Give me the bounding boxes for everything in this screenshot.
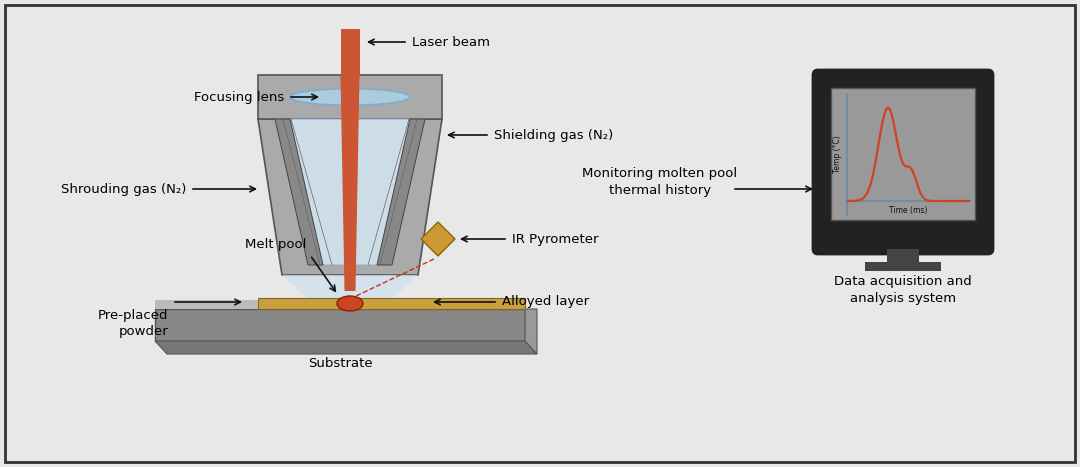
Text: Temp (°C): Temp (°C) <box>833 135 842 173</box>
Polygon shape <box>156 341 537 354</box>
Polygon shape <box>156 300 258 309</box>
Polygon shape <box>340 29 360 75</box>
Polygon shape <box>258 298 525 309</box>
Text: IR Pyrometer: IR Pyrometer <box>512 233 598 246</box>
Polygon shape <box>525 309 537 354</box>
Polygon shape <box>377 119 426 265</box>
Polygon shape <box>865 262 941 271</box>
Text: Monitoring molten pool
thermal history: Monitoring molten pool thermal history <box>582 167 738 197</box>
Ellipse shape <box>337 296 363 311</box>
Text: Data acquisition and
analysis system: Data acquisition and analysis system <box>834 275 972 305</box>
Text: Alloyed layer: Alloyed layer <box>502 296 589 309</box>
Text: Focusing lens: Focusing lens <box>193 91 284 104</box>
Polygon shape <box>258 75 442 119</box>
Polygon shape <box>340 75 360 291</box>
Polygon shape <box>275 119 323 265</box>
Text: Laser beam: Laser beam <box>411 35 490 49</box>
FancyBboxPatch shape <box>813 70 993 254</box>
Text: Substrate: Substrate <box>308 357 373 370</box>
Text: Pre-placed
powder: Pre-placed powder <box>97 309 168 338</box>
FancyBboxPatch shape <box>5 5 1075 462</box>
Polygon shape <box>282 275 418 309</box>
Polygon shape <box>156 309 525 341</box>
Polygon shape <box>275 119 426 265</box>
Ellipse shape <box>291 89 410 106</box>
Polygon shape <box>887 249 919 262</box>
Polygon shape <box>258 119 442 275</box>
Text: Shrouding gas (N₂): Shrouding gas (N₂) <box>60 183 186 196</box>
Text: Melt pool: Melt pool <box>245 238 306 251</box>
Polygon shape <box>421 222 455 256</box>
Text: Shielding gas (N₂): Shielding gas (N₂) <box>494 128 613 142</box>
Text: Time (ms): Time (ms) <box>889 206 928 215</box>
FancyBboxPatch shape <box>831 88 975 220</box>
